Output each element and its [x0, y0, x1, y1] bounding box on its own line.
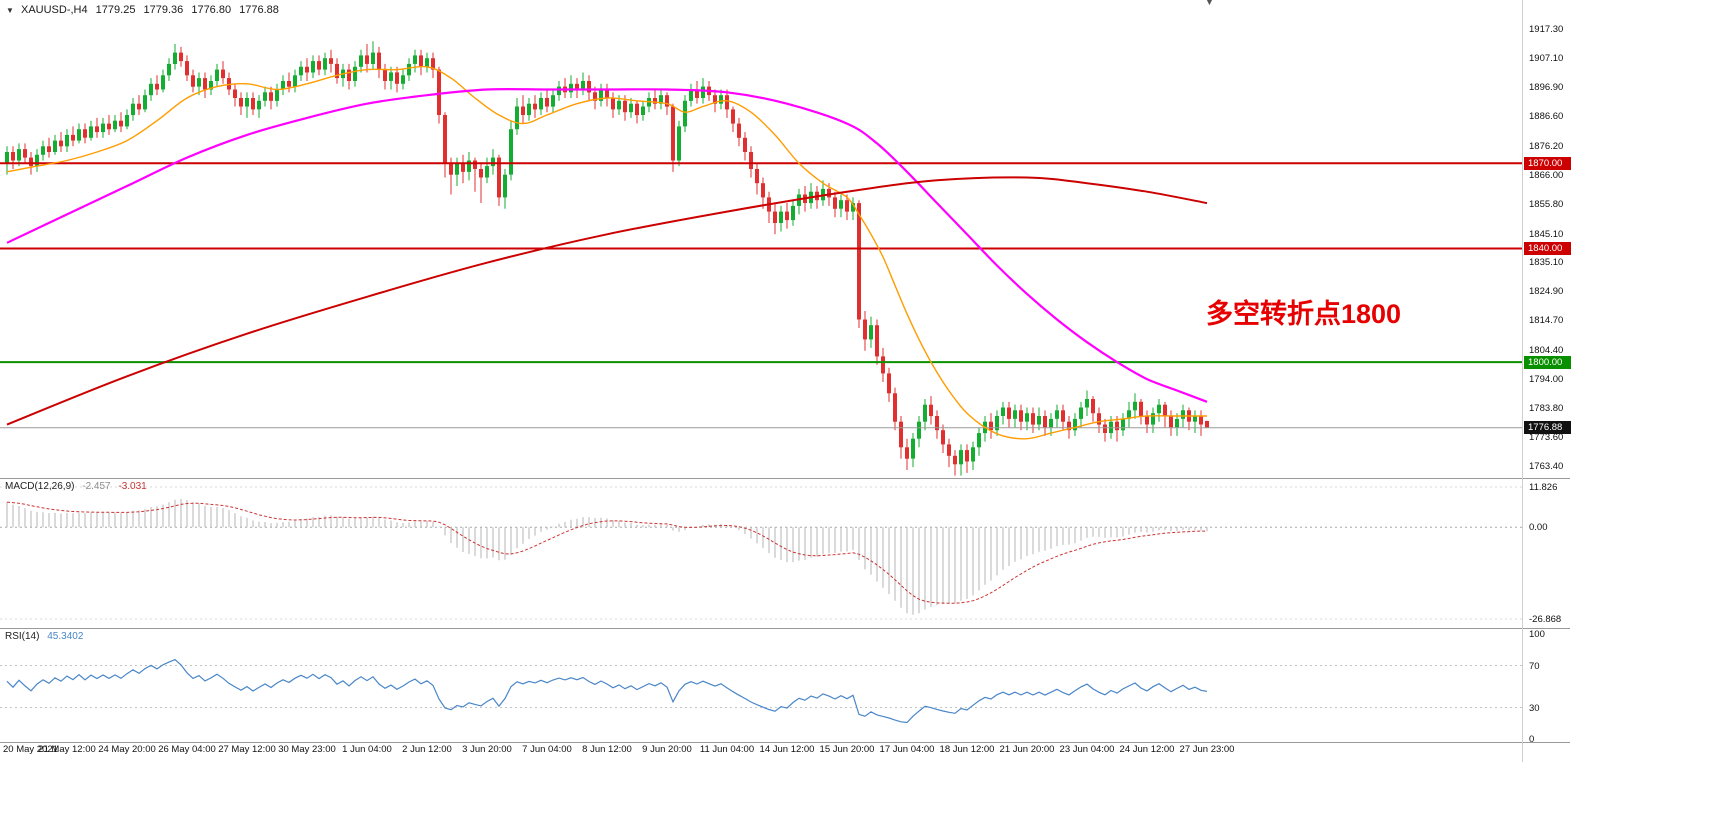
price-tick: 1794.00	[1529, 374, 1564, 385]
time-axis-label: 7 Jun 04:00	[522, 744, 572, 755]
price-level-badge: 1870.00	[1524, 157, 1571, 170]
time-axis: 20 May 2021 21 May 12:00 24 May 20:00 26 Ma…	[0, 744, 1522, 760]
ohlc-high: 1779.36	[143, 4, 184, 16]
price-tick: 1814.70	[1529, 315, 1564, 326]
price-tick: 1876.20	[1529, 141, 1564, 152]
macd-axis-label: 0.00	[1529, 522, 1548, 533]
time-axis-label: 17 Jun 04:00	[879, 744, 935, 755]
rsi-axis-label: 70	[1529, 661, 1540, 672]
macd-value-signal: -3.031	[118, 481, 147, 492]
macd-value-main: -2.457	[82, 481, 111, 492]
ohlc-low: 1776.80	[191, 4, 232, 16]
price-tick: 1886.60	[1529, 111, 1564, 122]
price-tick: 1907.10	[1529, 53, 1564, 64]
time-axis-label: 27 Jun 23:00	[1179, 744, 1235, 755]
panel-separator	[0, 628, 1570, 629]
macd-indicator-pane[interactable]	[0, 479, 1522, 628]
rsi-indicator-pane[interactable]	[0, 629, 1522, 742]
time-axis-label: 18 Jun 12:00	[939, 744, 995, 755]
price-axis[interactable]: 1917.30 1907.10 1896.90 1886.60 1876.20 1866.…	[1522, 0, 1593, 762]
ohlc-close: 1776.88	[239, 4, 279, 16]
price-tick: 1824.90	[1529, 286, 1564, 297]
macd-axis-label: 11.826	[1529, 482, 1558, 493]
ma-slow-red	[6, 176, 1208, 426]
price-tick: 1845.10	[1529, 229, 1564, 240]
time-axis-label: 21 May 12:00	[38, 744, 96, 755]
time-axis-label: 1 Jun 04:00	[342, 744, 392, 755]
time-axis-label: 27 May 12:00	[218, 744, 276, 755]
price-tick: 1773.60	[1529, 432, 1564, 443]
time-axis-label: 2 Jun 12:00	[402, 744, 452, 755]
time-axis-label: 21 Jun 20:00	[999, 744, 1055, 755]
price-level-badge: 1840.00	[1524, 242, 1571, 255]
time-axis-label: 23 Jun 04:00	[1059, 744, 1115, 755]
time-axis-label: 3 Jun 20:00	[462, 744, 512, 755]
price-level-badge: 1800.00	[1524, 356, 1571, 369]
time-axis-label: 24 May 20:00	[98, 744, 156, 755]
time-axis-label: 8 Jun 12:00	[582, 744, 632, 755]
chart-shift-marker-icon[interactable]: ▼	[1205, 0, 1214, 7]
time-axis-label: 20 May 2021	[3, 744, 58, 755]
price-tick: 1835.10	[1529, 257, 1564, 268]
price-tick: 1763.40	[1529, 461, 1564, 472]
chart-ohlc-readout: ▼ XAUUSD-,H4 1779.25 1779.36 1776.80 177…	[6, 4, 279, 16]
macd-name: MACD(12,26,9)	[5, 481, 75, 492]
time-axis-label: 14 Jun 12:00	[759, 744, 815, 755]
ma-mid-magenta	[6, 87, 1208, 403]
symbol-period-label: XAUUSD-,H4	[20, 4, 88, 16]
ma-fast-orange	[6, 65, 1207, 440]
time-axis-label: 9 Jun 20:00	[642, 744, 692, 755]
ohlc-open: 1779.25	[95, 4, 136, 16]
main-price-chart[interactable]	[0, 0, 1522, 478]
panel-separator	[0, 742, 1570, 743]
price-tick: 1917.30	[1529, 24, 1564, 35]
price-tick: 1866.00	[1529, 170, 1564, 181]
rsi-value: 45.3402	[47, 631, 84, 642]
macd-label: MACD(12,26,9) -2.457 -3.031	[5, 481, 147, 492]
price-tick: 1783.80	[1529, 403, 1564, 414]
time-axis-label: 24 Jun 12:00	[1119, 744, 1175, 755]
price-level-badge: 1776.88	[1524, 421, 1571, 434]
price-tick: 1855.80	[1529, 199, 1564, 210]
time-axis-label: 26 May 04:00	[158, 744, 216, 755]
time-axis-label: 30 May 23:00	[278, 744, 336, 755]
rsi-axis-label: 30	[1529, 703, 1540, 714]
annotation-text[interactable]: 多空转折点1800	[1206, 299, 1402, 329]
time-axis-label: 11 Jun 04:00	[699, 744, 755, 755]
panel-separator	[0, 478, 1570, 479]
price-tick: 1804.40	[1529, 345, 1564, 356]
rsi-name: RSI(14)	[5, 631, 40, 642]
macd-axis-label: -26.868	[1529, 614, 1562, 625]
rsi-axis-label: 0	[1529, 734, 1535, 745]
time-axis-label: 15 Jun 20:00	[819, 744, 875, 755]
price-tick: 1896.90	[1529, 82, 1564, 93]
rsi-label: RSI(14) 45.3402	[5, 631, 83, 642]
chart-collapse-icon[interactable]: ▼	[6, 6, 14, 15]
rsi-axis-label: 100	[1529, 629, 1545, 640]
